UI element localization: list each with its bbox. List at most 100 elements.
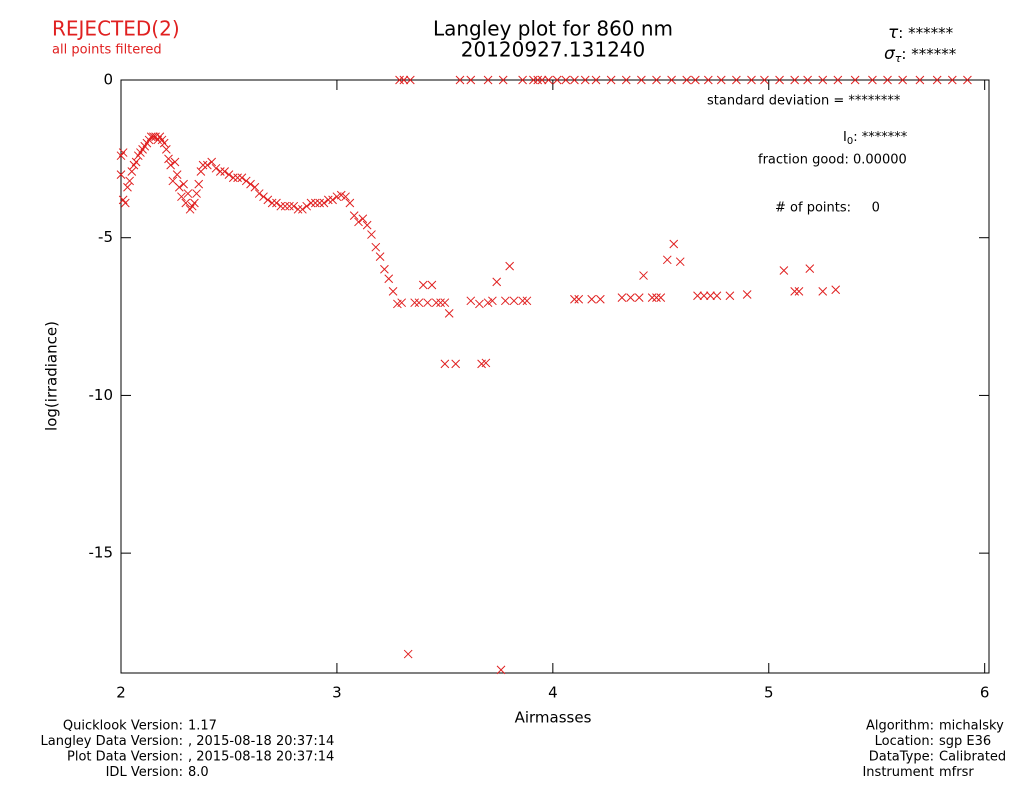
footer-label: Langley Data Version: [41, 734, 184, 749]
data-point [561, 75, 571, 85]
x-tick-label: 3 [332, 684, 342, 702]
data-point [302, 201, 312, 211]
data-point [395, 75, 404, 85]
footer-value: Calibrated [939, 750, 1006, 765]
footer-label: IDL Version: [106, 765, 183, 780]
data-point [444, 309, 454, 318]
data-point [237, 173, 247, 183]
data-point [693, 291, 702, 301]
data-point [194, 179, 204, 189]
sigma-symbol: σ [884, 44, 896, 64]
i0-symbol: I [843, 130, 847, 145]
data-point [626, 293, 635, 302]
data-point [427, 280, 437, 290]
data-point [233, 173, 242, 183]
data-point [706, 291, 715, 301]
data-point [652, 75, 661, 85]
fraction-good: fraction good: 0.00000 [758, 153, 907, 168]
data-point [703, 75, 713, 85]
data-point [483, 298, 493, 308]
data-point [177, 192, 186, 202]
data-point [606, 75, 616, 85]
footer-value: , 2015-08-18 20:37:14 [188, 750, 334, 765]
data-point [172, 170, 182, 179]
data-point [509, 296, 519, 306]
data-point [220, 167, 229, 176]
data-point [466, 296, 476, 306]
data-point [451, 359, 461, 369]
data-point [358, 214, 368, 224]
data-point [146, 132, 156, 142]
chart-subtitle: 20120927.131240 [461, 38, 646, 62]
footer-value: , 2015-08-18 20:37:14 [188, 734, 334, 749]
x-tick-label: 6 [980, 684, 990, 702]
data-point [634, 293, 644, 302]
data-point [775, 75, 784, 85]
data-point [639, 271, 648, 280]
data-point [183, 189, 193, 198]
plot-frame [120, 79, 990, 674]
data-point [574, 294, 584, 304]
data-point [533, 75, 543, 85]
data-point [500, 296, 510, 306]
data-point [190, 198, 199, 208]
data-point [127, 167, 137, 176]
data-point [198, 160, 208, 170]
data-point [166, 160, 176, 170]
data-point [591, 75, 601, 85]
data-point [410, 298, 420, 308]
data-point [367, 230, 376, 239]
data-point [498, 75, 508, 85]
data-point [250, 182, 260, 192]
data-point [932, 75, 942, 85]
data-point [228, 173, 238, 183]
data-point [518, 296, 527, 306]
data-point [388, 286, 398, 296]
data-point [397, 298, 407, 308]
footer-value: mfrsr [939, 765, 974, 780]
data-point [725, 291, 735, 301]
data-point [349, 211, 359, 220]
data-point [522, 296, 532, 306]
data-point [898, 75, 907, 85]
data-point [431, 298, 441, 308]
data-point [580, 75, 590, 85]
data-point [211, 163, 221, 173]
data-point [192, 189, 201, 198]
data-point [570, 75, 579, 85]
data-point [690, 75, 700, 85]
data-point [384, 274, 394, 284]
data-point [354, 217, 363, 227]
data-point [315, 198, 325, 208]
data-point [203, 160, 212, 170]
data-point [747, 75, 756, 85]
data-point [831, 285, 841, 295]
data-point [293, 204, 303, 214]
tau-text: : ****** [898, 24, 953, 42]
data-point [647, 293, 657, 302]
data-point [440, 359, 450, 369]
data-point [595, 294, 605, 304]
data-point [149, 132, 158, 142]
data-point [181, 198, 191, 208]
data-point [662, 255, 672, 265]
data-point [505, 261, 515, 271]
data-point [699, 291, 709, 301]
data-point [587, 294, 597, 304]
data-point [818, 75, 828, 85]
data-point [455, 75, 465, 85]
data-point [794, 286, 804, 296]
data-point [833, 75, 843, 85]
data-point [375, 252, 385, 261]
y-tick-label: 0 [103, 71, 113, 89]
data-point [161, 145, 171, 154]
data-point [732, 75, 741, 85]
tau-symbol: τ [888, 23, 899, 43]
data-point [947, 75, 957, 85]
data-point [170, 157, 180, 167]
data-point [289, 201, 299, 211]
status: REJECTED(2) [52, 17, 180, 41]
y-axis-label: log(irradiance) [43, 321, 61, 431]
data-point [440, 298, 450, 308]
x-axis-label: Airmasses [515, 709, 592, 727]
